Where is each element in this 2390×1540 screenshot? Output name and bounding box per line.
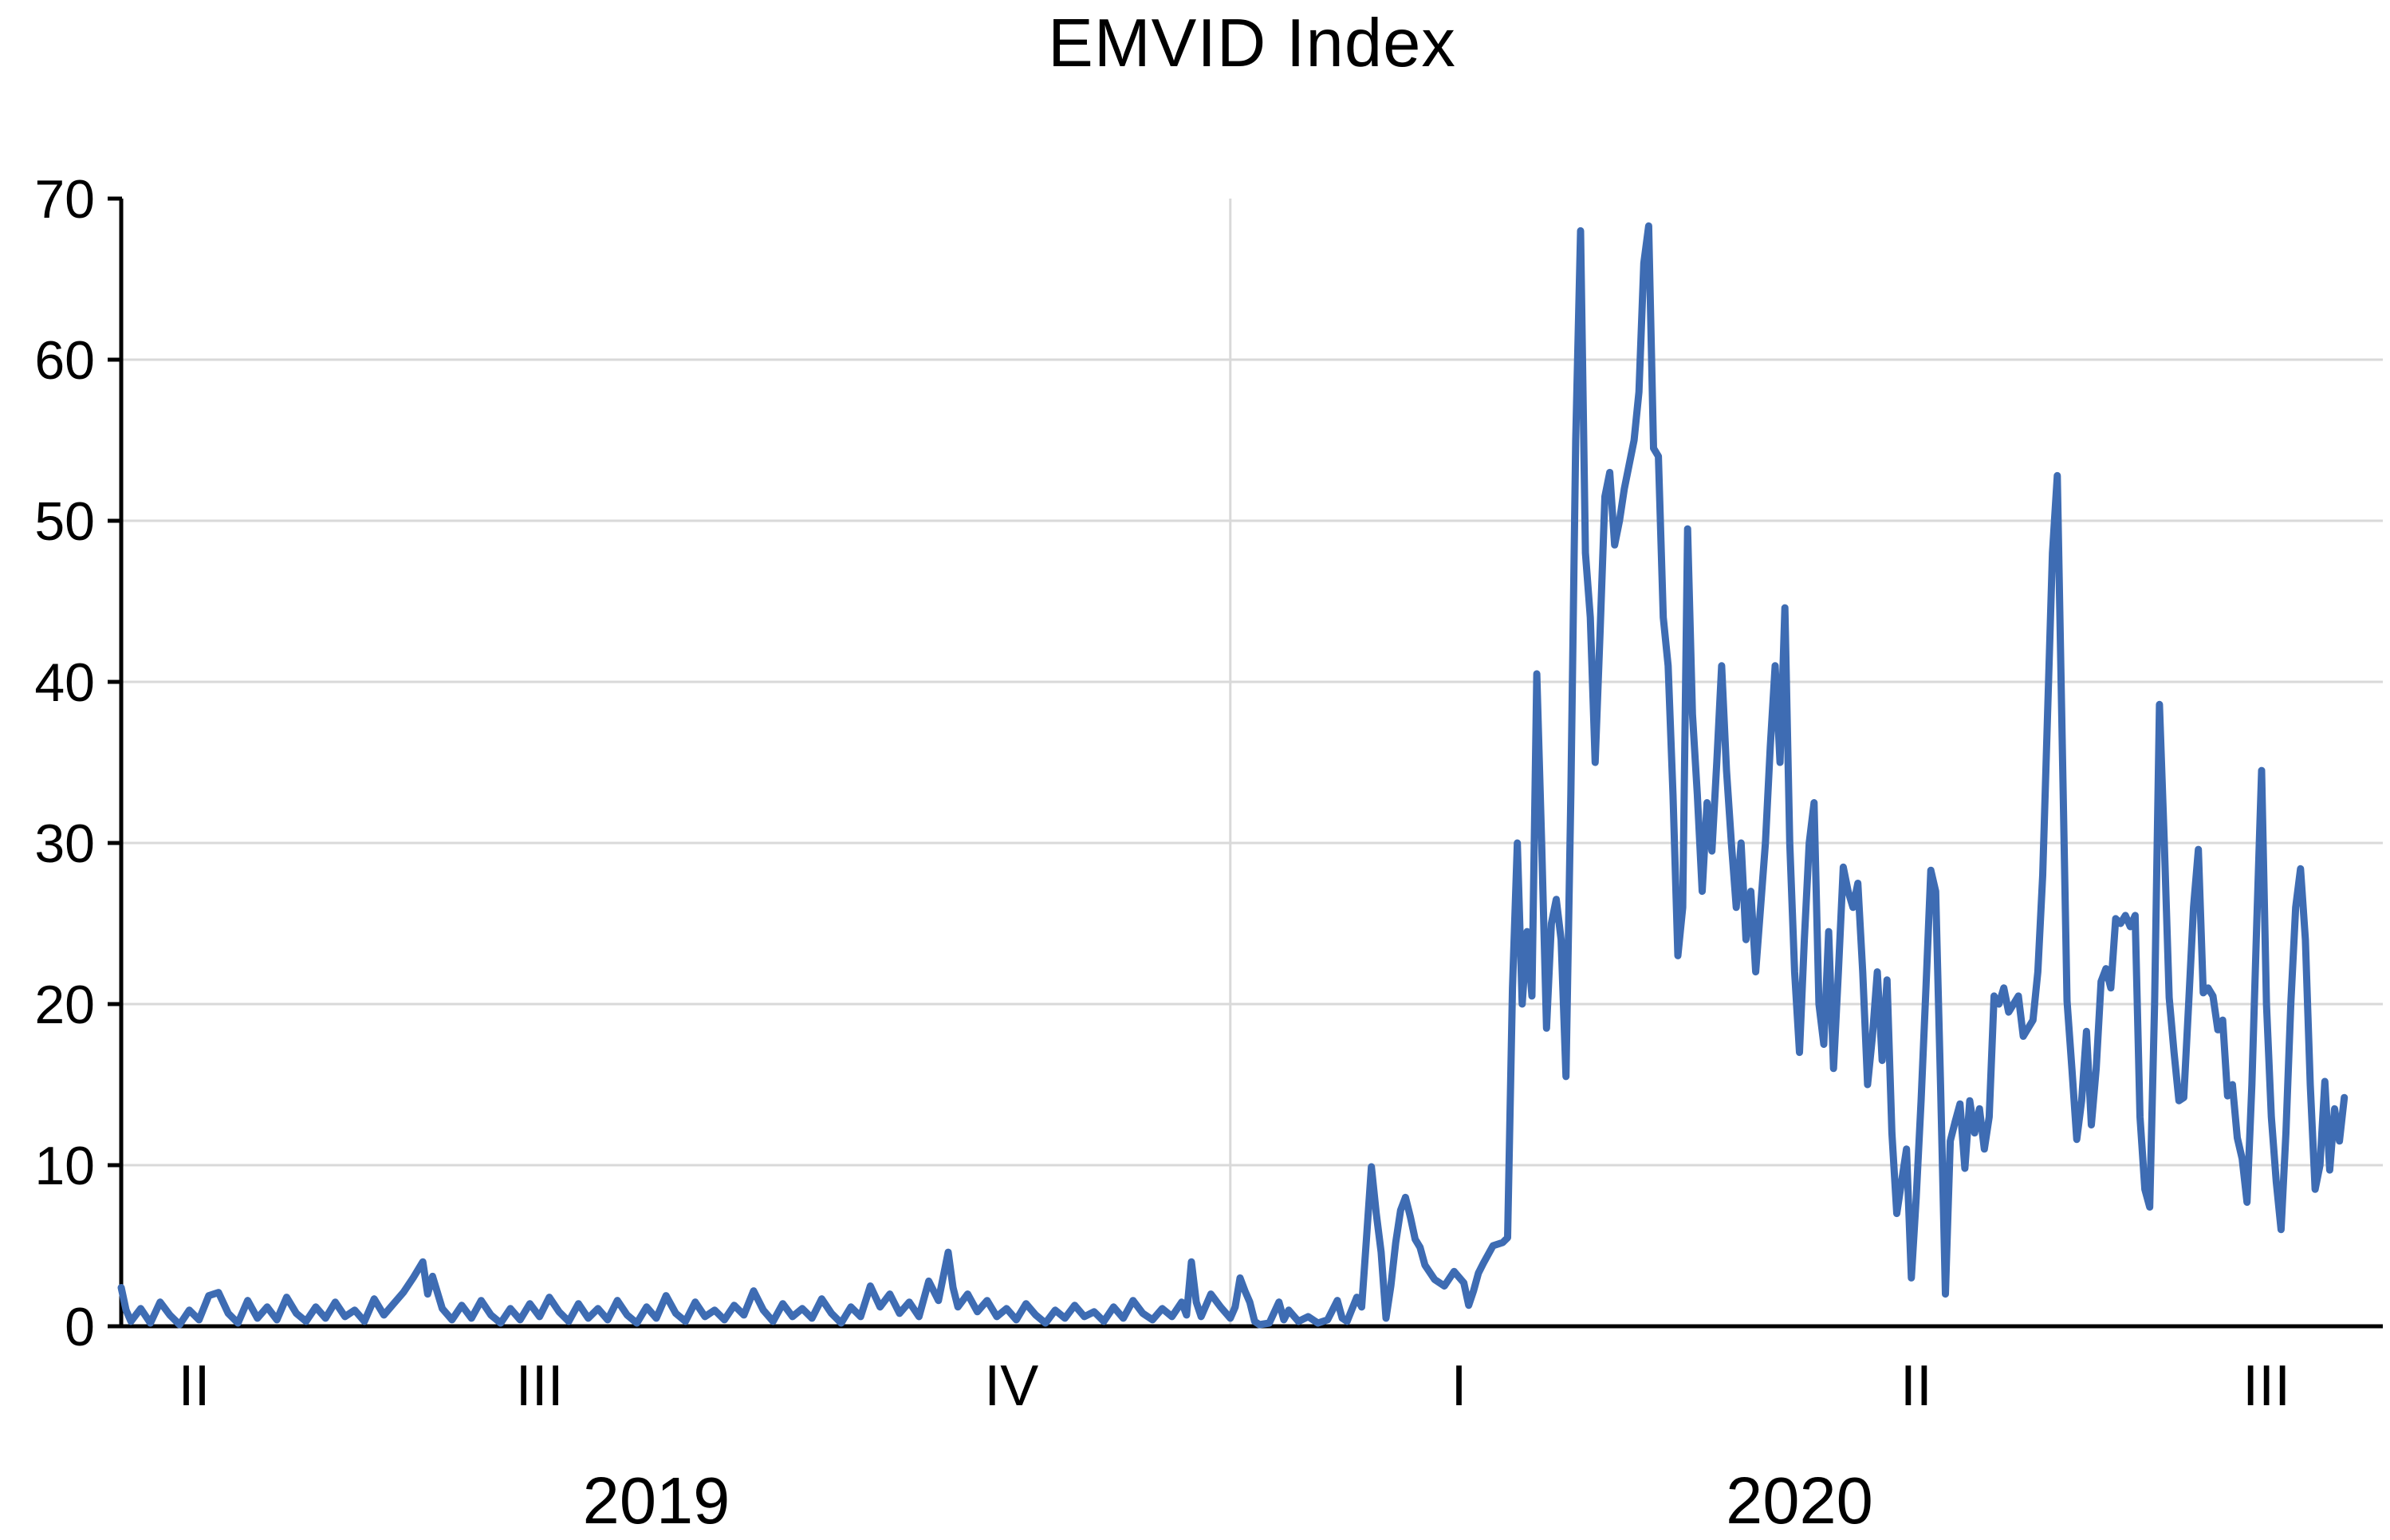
y-axis-label: 10	[34, 1136, 95, 1196]
x-axis-quarter-label: II	[178, 1354, 210, 1418]
y-axis-label: 70	[34, 169, 95, 230]
chart-title: EMVID Index	[1048, 6, 1456, 81]
x-axis-quarter-label: IV	[984, 1354, 1038, 1418]
y-axis-label: 20	[34, 975, 95, 1035]
x-axis-quarter-label: III	[516, 1354, 564, 1418]
x-axis-year-label: 2019	[583, 1463, 730, 1538]
data-line-emvid-index	[117, 222, 2349, 1329]
y-axis-label: 0	[65, 1297, 95, 1357]
y-axis-label: 30	[34, 813, 95, 874]
x-axis-year-label: 2020	[1726, 1463, 1873, 1538]
y-axis-label: 50	[34, 491, 95, 552]
x-axis-quarter-label: III	[2242, 1354, 2290, 1418]
y-axis-label: 40	[34, 652, 95, 713]
x-axis-quarter-label: I	[1451, 1354, 1467, 1418]
y-axis-label: 60	[34, 330, 95, 391]
x-axis-quarter-label: II	[1900, 1354, 1932, 1418]
